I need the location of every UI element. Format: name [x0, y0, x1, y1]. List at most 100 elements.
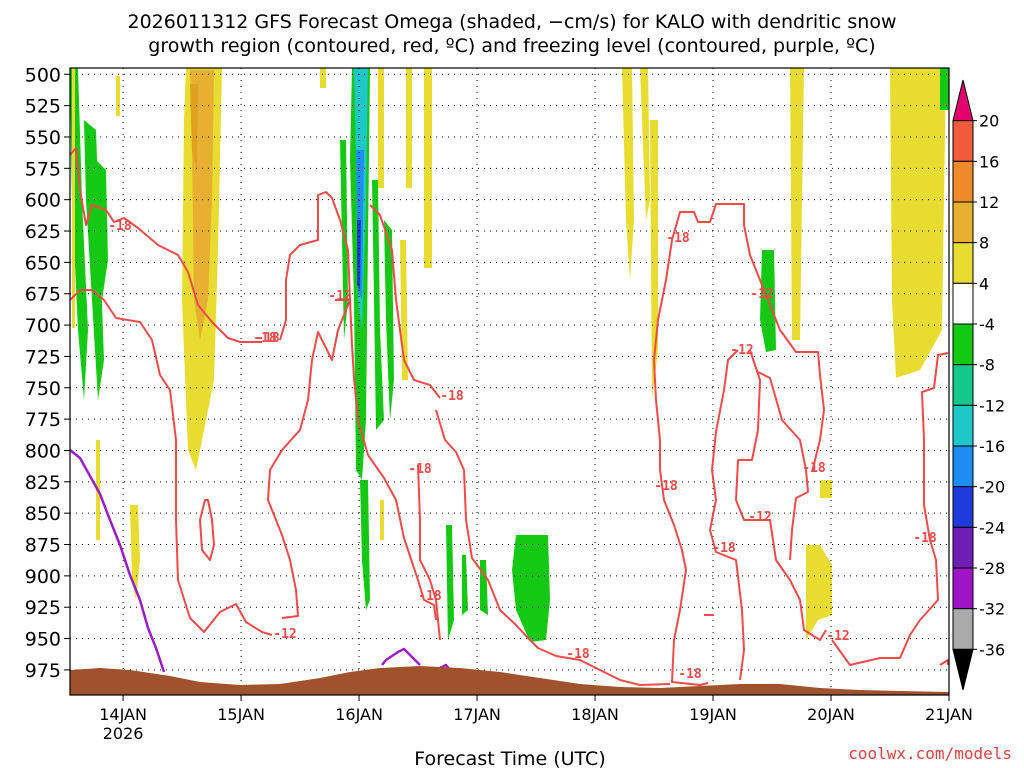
credit-label: coolwx.com/models — [848, 744, 1012, 763]
contour-label: -12 — [273, 627, 296, 642]
dgz-contour — [831, 352, 949, 666]
y-tick-label: 875 — [25, 535, 61, 557]
y-tick-label: 775 — [25, 409, 61, 431]
omega-shade — [462, 555, 468, 615]
plot-frame — [69, 67, 950, 696]
x-tick-label: 19JAN — [689, 705, 737, 724]
contour-label: -18 — [666, 231, 690, 246]
omega-shade — [406, 68, 412, 188]
omega-shade — [130, 505, 140, 600]
y-tick-label: 650 — [25, 252, 61, 274]
y-tick-label: 575 — [25, 158, 61, 180]
x-tick-label: 15JAN — [217, 705, 265, 724]
colorbar-swatch — [952, 364, 974, 406]
colorbar-label: -36 — [979, 640, 1005, 659]
colorbar-label: 4 — [979, 274, 989, 293]
x-tick-label: 16JAN — [335, 705, 383, 724]
colorbar-swatch — [952, 567, 974, 610]
colorbar-swatch — [952, 608, 974, 650]
contour-label: -18 — [566, 647, 590, 662]
colorbar-swatch — [952, 445, 974, 488]
chart-title-line2: growth region (contoured, red, ºC) and f… — [148, 35, 875, 57]
dgz-contour — [417, 464, 441, 641]
dgz-contour — [709, 349, 745, 681]
y-tick-label: 725 — [25, 346, 61, 368]
y-tick-label: 675 — [25, 284, 61, 306]
omega-shade — [790, 68, 804, 340]
colorbar-label: 12 — [979, 193, 999, 212]
omega-shade — [940, 68, 949, 110]
terrain-surface — [70, 666, 949, 695]
contour-label: -12 — [826, 629, 849, 644]
colorbar-label: -8 — [979, 356, 995, 375]
omega-shade — [446, 525, 454, 640]
colorbar-cap-top — [952, 79, 974, 122]
y-tick-label: 800 — [25, 440, 61, 462]
dgz-contour — [757, 371, 809, 561]
contour-label: -18 — [712, 541, 736, 556]
omega-shade — [806, 545, 832, 640]
contour-label: -18 — [440, 389, 464, 404]
freezing-level-contour — [70, 449, 166, 673]
dgz-contour — [267, 191, 351, 619]
y-tick-label: 950 — [25, 629, 61, 651]
colorbar-label: -16 — [979, 437, 1005, 456]
y-tick-label: 975 — [25, 660, 61, 682]
x-tick-label: 20JAN — [807, 705, 855, 724]
contour-label: -18 — [654, 479, 678, 494]
colorbar-swatch — [952, 201, 974, 244]
dgz-contour — [70, 147, 262, 343]
y-tick-label: 925 — [25, 597, 61, 619]
x-axis-label: Forecast Time (UTC) — [414, 748, 605, 768]
dgz-contour — [369, 204, 441, 399]
x-year-label: 2026 — [103, 724, 144, 743]
omega-shade — [340, 140, 348, 340]
dgz-contour — [70, 289, 273, 636]
colorbar-label: -4 — [979, 315, 995, 334]
dgz-contour — [555, 655, 671, 686]
colorbar: 20 16 12 8 4 -4 -8 -12 -16 -20 -24 -28 -32 -36 — [952, 79, 1005, 691]
contour-label: -12 — [748, 510, 771, 525]
freezing-level-contour — [381, 647, 421, 666]
x-tick-label: 18JAN — [571, 705, 619, 724]
dgz-contour — [939, 659, 949, 666]
colorbar-label: 16 — [979, 152, 999, 171]
omega-shade — [116, 76, 120, 116]
colorbar-label: -32 — [979, 600, 1005, 619]
y-tick-label: 900 — [25, 566, 61, 588]
omega-shade — [72, 68, 75, 328]
contour-label: -18 — [418, 589, 442, 604]
omega-shade — [84, 120, 104, 400]
y-tick-label: 525 — [25, 96, 61, 118]
contour-label: -18 — [108, 219, 132, 234]
colorbar-swatch — [952, 242, 974, 284]
colorbar-swatch — [952, 120, 974, 162]
y-tick-label: 850 — [25, 503, 61, 525]
dgz-contour — [335, 299, 437, 621]
contour-label: -12 — [730, 343, 753, 358]
omega-shade — [384, 220, 394, 420]
colorbar-label: 8 — [979, 234, 989, 253]
contour-label: -18 — [408, 462, 432, 477]
dgz-contour — [735, 349, 827, 641]
omega-shade — [424, 68, 432, 268]
contour-label: -18 — [256, 331, 280, 346]
y-tick-label: 700 — [25, 315, 61, 337]
contour-label: -18 — [253, 331, 277, 346]
contour-label: -12 — [328, 289, 351, 304]
x-tick-label: 14JAN — [99, 705, 147, 724]
contour-label: -12 — [750, 287, 773, 302]
omega-shade — [480, 560, 488, 615]
colorbar-swatch — [952, 160, 974, 203]
colorbar-label: -24 — [979, 518, 1005, 537]
contour-label: -18 — [913, 531, 937, 546]
colorbar-label: -20 — [979, 478, 1005, 497]
contour-label: -18 — [678, 667, 702, 682]
y-tick-label: 500 — [25, 64, 61, 86]
dgz-contour — [199, 499, 215, 561]
colorbar-label: -28 — [979, 559, 1005, 578]
y-tick-label: 825 — [25, 472, 61, 494]
contour-label: -18 — [802, 461, 826, 476]
